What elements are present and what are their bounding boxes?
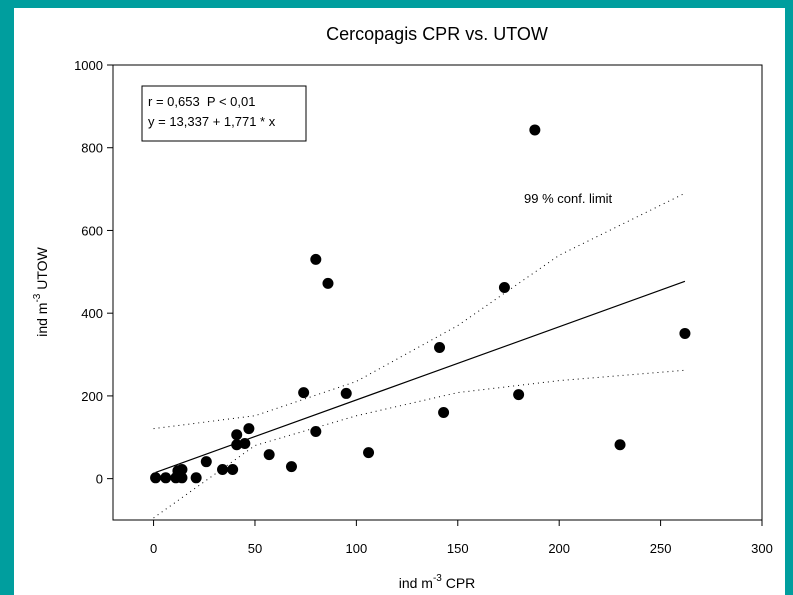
point: [285, 461, 297, 473]
point: [217, 464, 229, 476]
point: [243, 423, 255, 435]
point: [231, 439, 243, 451]
x-axis-label-part: CPR: [442, 575, 475, 591]
point: [150, 472, 162, 484]
x-tick-label: 150: [447, 541, 469, 556]
point: [363, 447, 375, 459]
point: [614, 439, 626, 451]
x-tick-label: 0: [150, 541, 157, 556]
point: [190, 472, 202, 484]
point: [231, 429, 243, 441]
y-tick-label: 600: [81, 223, 103, 238]
point: [200, 456, 212, 468]
point: [310, 253, 322, 265]
point: [438, 406, 450, 418]
y-axis-label-part: UTOW: [34, 246, 50, 293]
point: [239, 437, 251, 449]
point: [176, 464, 188, 476]
y-axis-label: ind m-3 UTOW: [32, 246, 50, 336]
point: [160, 472, 172, 484]
annotation-box: [141, 85, 307, 142]
x-axis-label-part: ind m: [399, 575, 433, 591]
y-tick-label: 0: [96, 472, 103, 487]
conf-upper: [153, 192, 686, 430]
point: [322, 277, 334, 289]
x-tick-label: 250: [650, 541, 672, 556]
x-tick-label: 200: [548, 541, 570, 556]
y-tick-label: 400: [81, 306, 103, 321]
point: [310, 425, 322, 437]
y-tick-label: 200: [81, 389, 103, 404]
point: [227, 464, 239, 476]
point: [679, 327, 691, 339]
annotation: r = 0,653 P < 0,01: [148, 94, 255, 109]
chart-title: Cercopagis CPR vs. UTOW: [326, 24, 548, 44]
chart-background: [14, 8, 785, 595]
y-axis-label-sup: -3: [32, 293, 43, 302]
x-axis-label-sup: -3: [433, 573, 442, 584]
point: [513, 389, 525, 401]
annotation: y = 13,337 + 1,771 * x: [148, 114, 276, 129]
y-tick-label: 1000: [74, 58, 103, 73]
point: [529, 124, 541, 136]
point: [263, 449, 275, 461]
x-tick-label: 50: [248, 541, 262, 556]
plot-frame: [112, 64, 763, 521]
y-tick-label: 800: [81, 141, 103, 156]
point: [498, 282, 510, 294]
x-tick-label: 300: [751, 541, 773, 556]
x-tick-label: 100: [346, 541, 368, 556]
conf-label: 99 % conf. limit: [524, 191, 613, 206]
y-axis-label-part: ind m: [34, 303, 50, 337]
point: [340, 387, 352, 399]
point: [434, 342, 446, 354]
x-axis-label: ind m-3 CPR: [399, 573, 476, 591]
point: [298, 387, 310, 399]
